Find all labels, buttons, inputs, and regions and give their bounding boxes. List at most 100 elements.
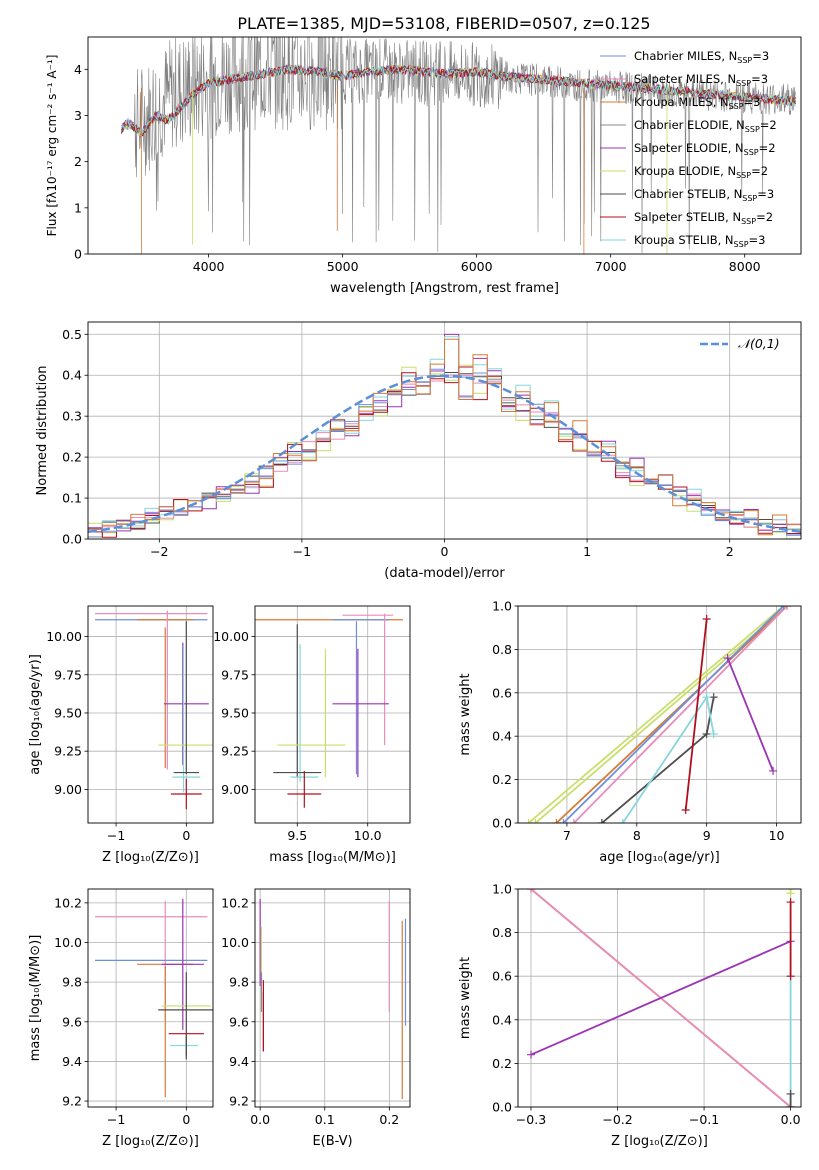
legend-label-subscript: SSP	[729, 102, 744, 111]
weight-marker	[552, 819, 561, 823]
mass_vs_Z-frame	[87, 888, 214, 1108]
age_vs_mass-ytick-label: 9.25	[221, 744, 249, 759]
figure-title: PLATE=1385, MJD=53108, FIBERID=0507, z=0…	[237, 14, 650, 33]
weight_vs_Z-xlabel: Z [log₁₀(Z/Z⊙)]	[611, 1134, 708, 1149]
weight-marker	[702, 615, 711, 624]
weight-marker	[702, 693, 711, 702]
age_vs_Z-ytick-label: 9.25	[54, 744, 82, 759]
spectrum-xtick-label: 8000	[729, 259, 761, 274]
age_vs_Z-ytick-label: 9.50	[54, 705, 82, 720]
mass_vs_EBV-xtick-label: 0.2	[379, 1112, 399, 1127]
weight-line-kroupa-miles	[555, 606, 788, 823]
weight_vs_age-plot-area	[524, 606, 792, 823]
mass_vs_EBV-ytick-label: 9.4	[229, 1054, 249, 1069]
legend-label: Salpeter ELODIE, NSSP=2	[634, 141, 776, 157]
weight-marker	[786, 898, 795, 907]
weight-marker	[783, 606, 792, 610]
mass_vs_EBV-xtick-label: 0.0	[250, 1112, 270, 1127]
legend-label-subscript: SSP	[744, 148, 759, 157]
legend-label-value: =2	[759, 141, 776, 155]
age_vs_Z-xtick-label: 0	[182, 828, 190, 843]
mass_vs_EBV-ytick-label: 10.0	[221, 935, 249, 950]
legend-label-gaussian: 𝒩(0,1)	[738, 336, 780, 351]
gaussian-curve	[88, 374, 801, 534]
residuals-ytick-label: 0.1	[62, 491, 82, 506]
weight-marker	[526, 889, 535, 893]
weight-line-salpeter-stelib	[684, 618, 708, 811]
weight-line-salpeter-miles	[573, 606, 788, 823]
weight_vs_age-xtick-label: 8	[633, 828, 641, 843]
weight_vs_age-ytick-label: 0.8	[492, 642, 512, 657]
weight_vs_age-xlabel: age [log₁₀(age/yr)]	[599, 850, 720, 865]
weight_vs_Z-xtick-label: −0.3	[516, 1112, 546, 1127]
spectrum-ytick-label: 0	[74, 247, 82, 262]
residuals-xtick-label: 0	[441, 544, 449, 559]
spectrum-frame	[87, 36, 802, 255]
weight-marker	[559, 819, 568, 823]
weight_vs_age-panel: 7 8 9 10 0.0 0.2 0.4 0.6 0.8 1.0	[492, 599, 802, 843]
age_vs_mass-ytick-label: 9.75	[221, 667, 249, 682]
spectrum-legend: Chabrier MILES, NSSP=3 Salpeter MILES, NS…	[600, 49, 777, 249]
weight-marker	[524, 819, 533, 823]
legend-label-value: =3	[757, 187, 774, 201]
model-spectrum-kroupa-elodie	[121, 64, 796, 137]
spectrum-ytick-label: 1	[74, 200, 82, 215]
weight_vs_age-ytick-label: 0.4	[492, 729, 512, 744]
residuals-ylabel: Normed distribution	[35, 366, 50, 496]
mass_vs_Z-ytick-label: 9.2	[62, 1094, 82, 1109]
spectrum-panel: 4000 5000 6000 7000 8000 0 1 2 3 4 Chabrier MILES,…	[74, 36, 802, 274]
age_vs_mass-plot-area	[255, 613, 403, 808]
weight_vs_age-ytick-label: 0.0	[492, 816, 512, 831]
weight-marker	[597, 819, 606, 823]
legend-label-value: =2	[756, 210, 773, 224]
legend-label: Salpeter MILES, NSSP=3	[634, 72, 768, 88]
legend-label: Chabrier STELIB, NSSP=3	[634, 187, 774, 203]
spectrum-ylabel: Flux [fλ10⁻¹⁷ erg cm⁻² s⁻¹ A⁻¹]	[45, 55, 59, 237]
weight_vs_age-ytick-label: 0.6	[492, 685, 512, 700]
age_vs_Z-xtick-label: −1	[107, 828, 125, 843]
mass_vs_EBV-ytick-label: 10.2	[221, 895, 249, 910]
mass_vs_EBV-xtick-label: 0.1	[315, 1112, 335, 1127]
weight_vs_Z-plot-area	[526, 889, 795, 1107]
age_vs_mass-panel: 9.5 10.0 9.00 9.25 9.50 9.75 10.00	[213, 605, 411, 843]
spectrum-xtick-label: 7000	[595, 259, 627, 274]
age_vs_Z-xlabel: Z [log₁₀(Z/Z⊙)]	[102, 850, 199, 865]
weight_vs_Z-xtick-label: 0.0	[781, 1112, 801, 1127]
age_vs_mass-xlabel: mass [log₁₀(M/M⊙)]	[269, 850, 396, 865]
mass_vs_Z-ylabel: mass [log₁₀(M/M⊙)]	[28, 935, 43, 1062]
histogram-kroupa-miles	[88, 338, 801, 536]
legend-label-subscript: SSP	[745, 125, 760, 134]
spectrum-xlabel: wavelength [Angstrom, rest frame]	[330, 281, 559, 296]
age_vs_Z-ytick-label: 9.00	[54, 782, 82, 797]
mass_vs_Z-ytick-label: 9.8	[62, 975, 82, 990]
mass_vs_EBV-ytick-label: 9.6	[229, 1014, 249, 1029]
legend-label-value: =3	[752, 49, 769, 63]
legend-label: Kroupa STELIB, NSSP=3	[634, 233, 765, 249]
residuals-ytick-label: 0.5	[62, 327, 82, 342]
legend-label-value: =3	[751, 72, 768, 86]
weight_vs_age-ytick-label: 1.0	[492, 599, 512, 614]
weight_vs_Z-xtick-label: −0.1	[689, 1112, 719, 1127]
weight_vs_Z-ytick-label: 0.0	[492, 1100, 512, 1115]
weight-marker	[779, 606, 788, 610]
legend-label-value: =2	[751, 164, 768, 178]
age_vs_Z-ylabel: age [log₁₀(age/yr)]	[28, 654, 43, 775]
legend-label-value: =3	[749, 233, 766, 247]
spectrum-xtick-label: 6000	[461, 259, 493, 274]
weight_vs_age-xtick-label: 9	[703, 828, 711, 843]
weight-marker	[769, 766, 778, 775]
weight_vs_age-ytick-label: 0.2	[492, 772, 512, 787]
weight-marker	[786, 889, 795, 893]
residuals-plot-area	[88, 333, 801, 539]
mass_vs_Z-plot-area	[95, 898, 213, 1098]
weight-line-salpeter-elodie	[530, 940, 791, 1056]
legend-label: Chabrier MILES, NSSP=3	[634, 49, 769, 65]
legend-label: Chabrier ELODIE, NSSP=2	[634, 118, 777, 134]
spectrum-ytick-label: 4	[74, 62, 82, 77]
legend-label-subscript: SSP	[737, 56, 752, 65]
model-spectrum-chabrier-stelib	[121, 65, 796, 136]
legend-label-subscript: SSP	[742, 194, 757, 203]
residuals-ytick-label: 0.4	[62, 368, 82, 383]
age_vs_mass-frame	[254, 605, 411, 824]
